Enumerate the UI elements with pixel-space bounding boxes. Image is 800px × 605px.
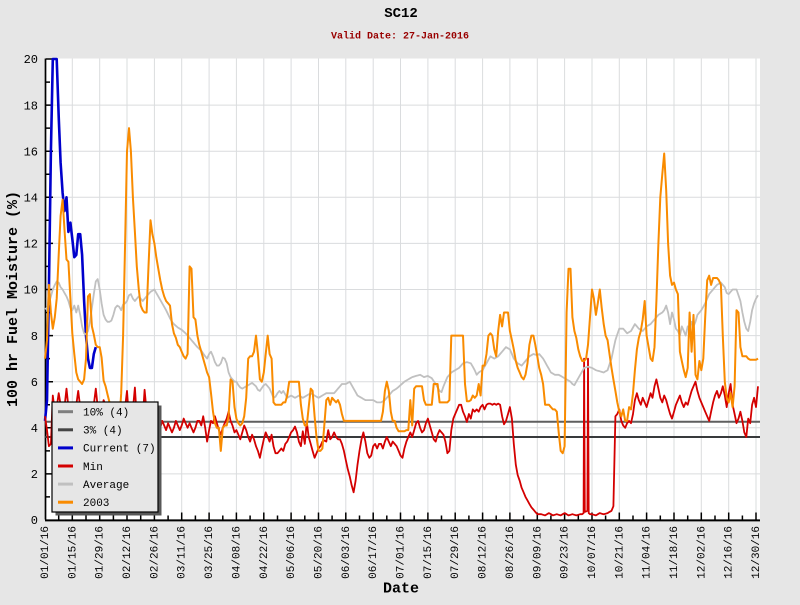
svg-text:Valid Date: 27-Jan-2016: Valid Date: 27-Jan-2016 [331,31,469,43]
svg-text:08/26/16: 08/26/16 [505,526,517,579]
svg-text:2: 2 [31,468,38,482]
svg-text:3% (4): 3% (4) [83,426,123,438]
svg-text:12/02/16: 12/02/16 [696,526,708,579]
svg-text:03/25/16: 03/25/16 [204,526,216,579]
svg-text:10% (4): 10% (4) [83,408,129,420]
svg-text:10/07/16: 10/07/16 [587,526,599,579]
svg-text:20: 20 [24,53,38,67]
svg-text:0: 0 [31,514,38,528]
svg-text:02/12/16: 02/12/16 [122,526,134,579]
svg-text:4: 4 [31,422,38,436]
svg-text:12/30/16: 12/30/16 [751,526,763,579]
svg-text:07/15/16: 07/15/16 [423,526,435,579]
svg-text:8: 8 [31,330,38,344]
svg-text:100 hr Fuel Moisture (%): 100 hr Fuel Moisture (%) [5,191,22,407]
svg-text:Date: Date [383,581,419,598]
svg-text:10/21/16: 10/21/16 [614,526,626,579]
svg-text:05/20/16: 05/20/16 [314,526,326,579]
svg-text:04/22/16: 04/22/16 [259,526,271,579]
svg-text:06/17/16: 06/17/16 [368,526,380,579]
svg-text:03/11/16: 03/11/16 [177,526,189,579]
svg-text:01/01/16: 01/01/16 [40,526,52,579]
svg-text:12: 12 [24,238,38,252]
svg-text:Average: Average [83,480,129,492]
svg-text:09/09/16: 09/09/16 [532,526,544,579]
svg-text:16: 16 [24,145,38,159]
svg-text:07/29/16: 07/29/16 [450,526,462,579]
svg-text:Min: Min [83,462,103,474]
svg-text:05/06/16: 05/06/16 [286,526,298,579]
svg-text:04/08/16: 04/08/16 [231,526,243,579]
svg-text:06/03/16: 06/03/16 [341,526,353,579]
svg-text:08/12/16: 08/12/16 [478,526,490,579]
svg-text:6: 6 [31,376,38,390]
svg-text:02/26/16: 02/26/16 [149,526,161,579]
svg-text:2003: 2003 [83,498,109,510]
svg-text:18: 18 [24,99,38,113]
svg-text:07/01/16: 07/01/16 [396,526,408,579]
svg-text:11/04/16: 11/04/16 [642,526,654,579]
svg-text:01/29/16: 01/29/16 [95,526,107,579]
svg-text:10: 10 [24,284,38,298]
svg-text:SC12: SC12 [384,6,418,22]
svg-text:09/23/16: 09/23/16 [560,526,572,579]
svg-text:Current (7): Current (7) [83,444,156,456]
svg-text:01/15/16: 01/15/16 [67,526,79,579]
svg-text:12/16/16: 12/16/16 [724,526,736,579]
svg-text:14: 14 [24,192,38,206]
svg-text:11/18/16: 11/18/16 [669,526,681,579]
